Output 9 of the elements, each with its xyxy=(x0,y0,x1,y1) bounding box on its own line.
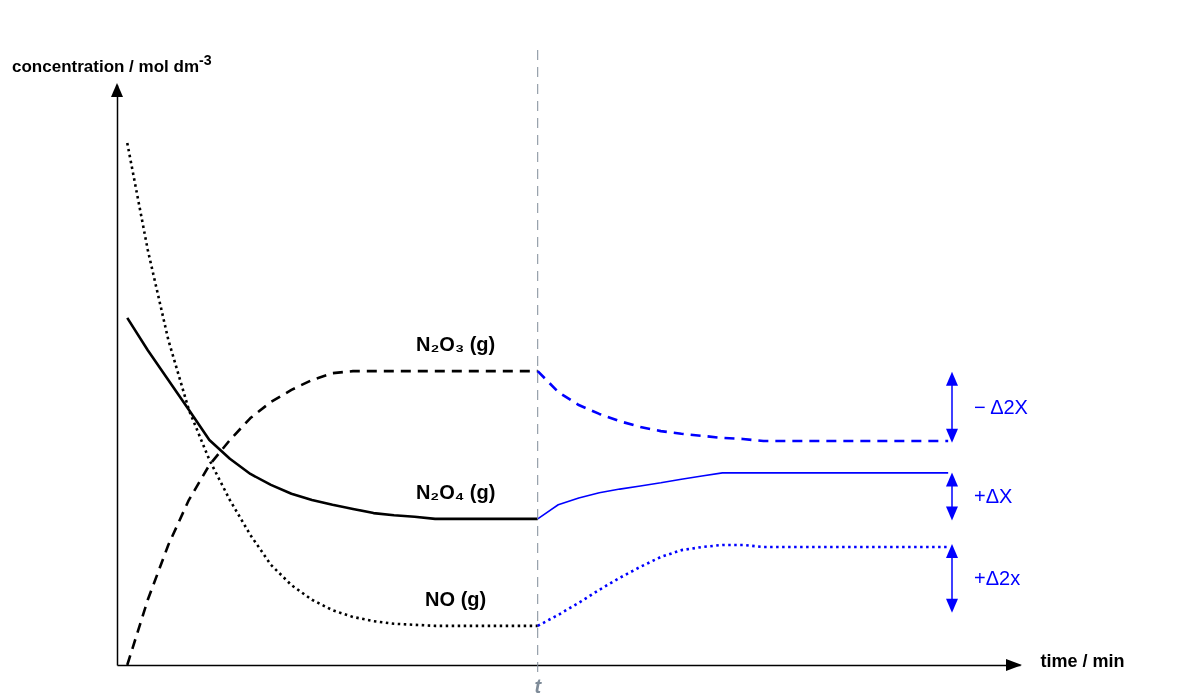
text: +ΔX xyxy=(974,484,1013,508)
x-axis-title: time / min xyxy=(1040,650,1125,671)
text: − Δ2X xyxy=(974,395,1028,419)
text: t xyxy=(534,675,543,697)
y-axis-title: concentration / mol dm$^{-3}$ xyxy=(12,52,212,77)
series-label: N₂O₃ (g) xyxy=(416,333,496,356)
series-label: N₂O₄ (g) xyxy=(415,480,496,503)
series-label: NO (g) xyxy=(425,587,487,610)
text: +Δ2x xyxy=(974,566,1021,590)
